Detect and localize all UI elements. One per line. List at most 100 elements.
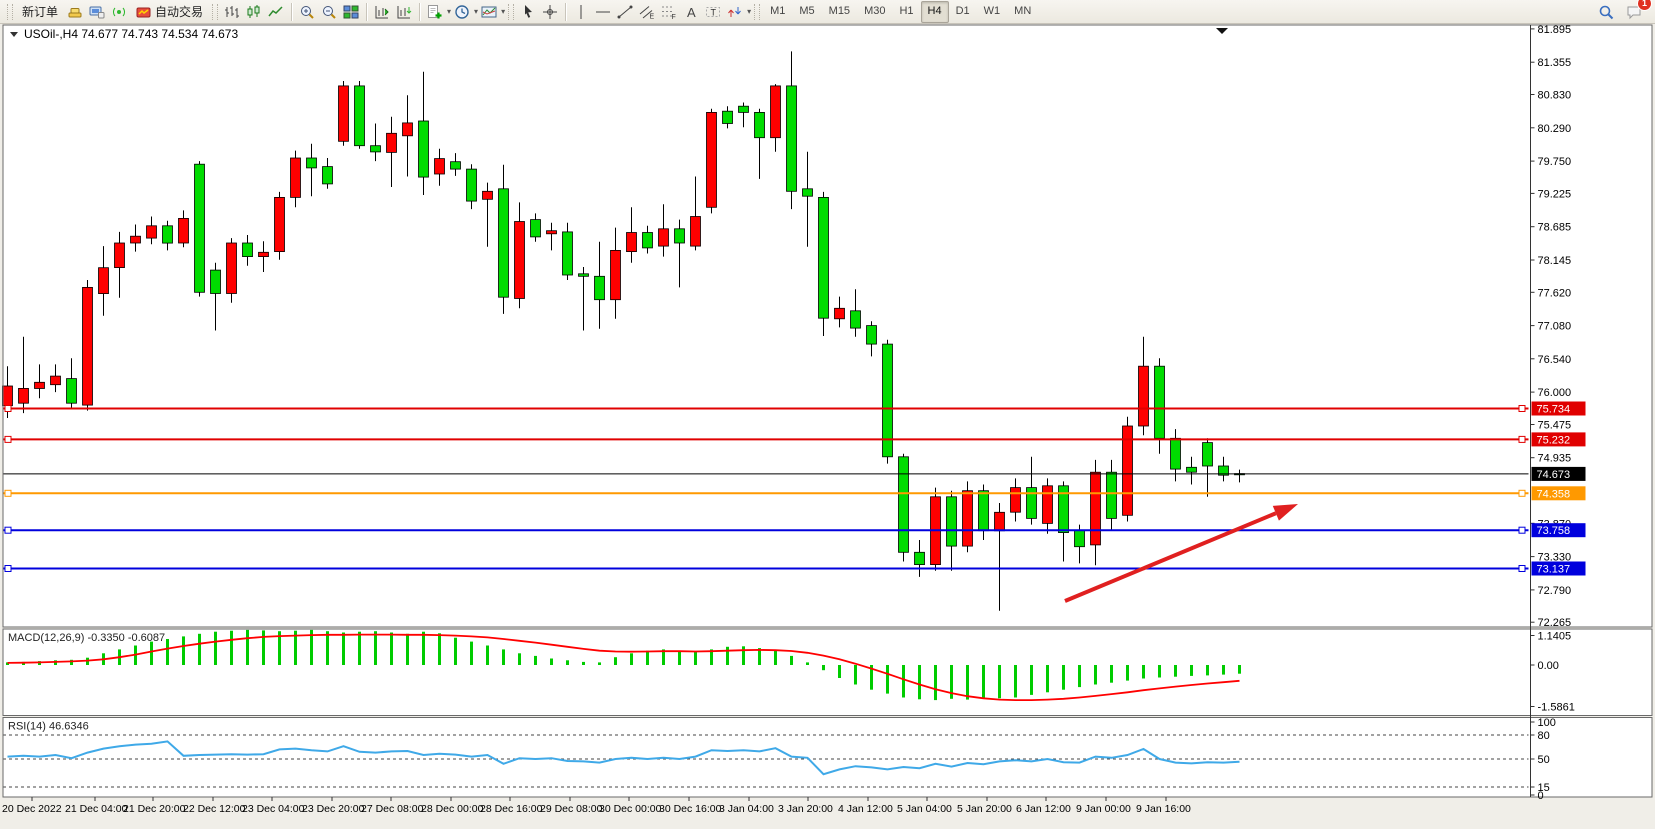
time-label: 9 Jan 00:00 [1076, 803, 1131, 815]
zoomout-icon[interactable] [318, 1, 340, 23]
candle [562, 222, 573, 280]
price-badge-75.232: 75.232 [1531, 432, 1586, 447]
candle [642, 225, 653, 254]
candle [306, 143, 317, 197]
macd-tick-label: -1.5861 [1538, 702, 1575, 714]
time-label: 9 Jan 16:00 [1136, 803, 1191, 815]
candle [1186, 456, 1197, 485]
addind-icon[interactable] [424, 1, 446, 23]
tiles-icon[interactable] [340, 1, 362, 23]
arrange1-icon[interactable] [371, 1, 393, 23]
new-order-button[interactable]: 新订单 [22, 5, 59, 19]
labelT-icon[interactable]: T [702, 1, 724, 23]
rsi-panel [3, 717, 1652, 797]
fibo-icon[interactable]: F [658, 1, 680, 23]
timeframe-w1-button[interactable]: W1 [983, 4, 1001, 17]
gold-icon[interactable] [64, 1, 86, 23]
candle [722, 106, 733, 129]
clock-dropdown-caret[interactable]: ▾ [474, 7, 479, 16]
price-tick-label: 78.145 [1538, 255, 1572, 267]
timeframe-m30-button[interactable]: M30 [864, 4, 886, 17]
crosshair-icon[interactable] [539, 1, 561, 23]
candle [50, 364, 61, 393]
candle [434, 148, 445, 186]
signal-icon[interactable] [108, 1, 130, 23]
clock-icon[interactable] [451, 1, 473, 23]
candle [466, 164, 477, 210]
candle [1010, 478, 1021, 522]
timeframe-h1-button[interactable]: H1 [899, 4, 914, 17]
hline-handle[interactable] [1518, 526, 1526, 534]
svg-text:T: T [711, 7, 717, 17]
textA-icon[interactable]: A [680, 1, 702, 23]
candle [738, 102, 749, 128]
chart-window[interactable]: USOil-,H4 74.677 74.743 74.534 74.673 MAC… [0, 24, 1655, 824]
candle [514, 202, 525, 309]
candle [386, 116, 397, 187]
bars-icon[interactable] [221, 1, 243, 23]
candle [1058, 481, 1069, 562]
notifications-button[interactable]: 1 [1623, 0, 1652, 23]
linechart-icon[interactable] [265, 1, 287, 23]
autotrade-icon [136, 7, 151, 17]
timeframe-m5-button[interactable]: M5 [799, 4, 815, 17]
channel-icon[interactable]: E [636, 1, 658, 23]
autotrade-button[interactable]: 自动交易 [130, 0, 209, 24]
template-icon[interactable] [478, 1, 500, 23]
candle [754, 108, 765, 179]
candle [770, 84, 781, 152]
shapes-icon[interactable] [724, 1, 746, 23]
zoomin-icon[interactable] [296, 1, 318, 23]
candle [866, 321, 877, 357]
timeframe-d1-button[interactable]: D1 [955, 4, 970, 17]
candle [706, 108, 717, 214]
price-tick-label: 76.000 [1538, 387, 1572, 399]
vline-icon[interactable] [570, 1, 592, 23]
arrange2-icon[interactable] [393, 1, 415, 23]
candle [482, 182, 493, 247]
hline-handle[interactable] [4, 565, 12, 572]
timeframe-mn-button[interactable]: MN [1014, 4, 1032, 17]
hline-handle[interactable] [1518, 565, 1526, 572]
time-label: 4 Jan 12:00 [838, 803, 893, 815]
candle [546, 222, 557, 251]
time-label: 3 Jan 20:00 [778, 803, 833, 815]
hline-handle[interactable] [4, 405, 12, 412]
candles-icon[interactable] [243, 1, 265, 23]
rsi-label: RSI(14) 46.6346 [8, 721, 89, 733]
hline-handle[interactable] [4, 526, 12, 534]
hline-icon[interactable] [592, 1, 614, 23]
hline-handle[interactable] [1518, 405, 1526, 412]
shapes-dropdown-caret[interactable]: ▾ [747, 7, 752, 16]
cursor-icon[interactable] [517, 1, 539, 23]
chart-shift-marker[interactable] [1216, 28, 1228, 34]
candle [290, 150, 301, 208]
template-dropdown-caret[interactable]: ▾ [501, 7, 506, 16]
price-badge-73.137: 73.137 [1531, 561, 1586, 576]
hline-handle[interactable] [1518, 435, 1526, 443]
symbol-dropdown-icon[interactable] [10, 32, 18, 37]
hline-handle[interactable] [4, 435, 12, 443]
timeframe-m1-button[interactable]: M1 [770, 4, 786, 17]
price-chart[interactable]: USOil-,H4 74.677 74.743 74.534 74.673 MAC… [0, 24, 1655, 824]
time-label: 23 Dec 20:00 [302, 803, 365, 815]
toolbar-grip [212, 3, 219, 20]
hline-handle[interactable] [4, 489, 12, 497]
price-tick-label: 81.895 [1538, 24, 1572, 36]
candle [226, 238, 237, 303]
trend-arrow[interactable] [1064, 504, 1298, 603]
terminal-icon[interactable] [86, 1, 108, 23]
timeframe-h4-button[interactable]: H4 [920, 0, 949, 23]
candle [370, 123, 381, 162]
hline-handle[interactable] [1518, 489, 1526, 497]
addind-dropdown-caret[interactable]: ▾ [447, 7, 452, 16]
candle [1042, 478, 1053, 534]
macd-label: MACD(12,26,9) -0.3350 -0.6087 [8, 632, 165, 644]
timeframe-m15-button[interactable]: M15 [828, 4, 851, 17]
tline-icon[interactable] [614, 1, 636, 23]
candle [130, 224, 141, 252]
search-icon[interactable] [1595, 1, 1617, 23]
candle [1138, 336, 1149, 436]
toolbar-grip [508, 3, 515, 20]
svg-text:74.358: 74.358 [1537, 488, 1571, 500]
